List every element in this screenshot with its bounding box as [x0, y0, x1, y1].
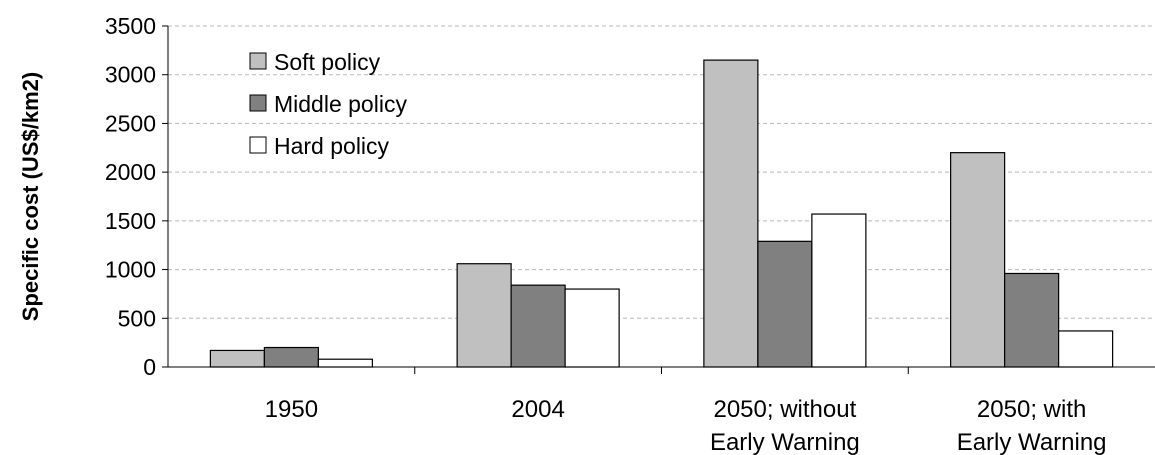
- x-category-label-line: 2050; without: [713, 396, 856, 423]
- x-category-label-line: Early Warning: [710, 429, 860, 455]
- bar-middle-policy: [1005, 273, 1059, 367]
- legend-swatch: [250, 53, 266, 69]
- x-category-label: 2050; without Early Warning: [710, 396, 860, 455]
- y-tick-label: 1500: [105, 208, 156, 234]
- x-category-labels: 1950 2004 2050; without Early Warning2050; …: [265, 396, 1107, 455]
- y-tick-label: 2000: [105, 159, 156, 185]
- y-tick-label: 3000: [105, 62, 156, 88]
- legend-label: Middle policy: [274, 91, 407, 117]
- y-tick-label: 2500: [105, 110, 156, 136]
- bar-hard-policy: [812, 214, 866, 367]
- legend-item: Middle policy: [250, 91, 407, 117]
- bar-hard-policy: [318, 359, 372, 367]
- bar-soft-policy: [210, 350, 264, 367]
- bar-hard-policy: [565, 289, 619, 367]
- bar-soft-policy: [457, 264, 511, 367]
- legend-label: Soft policy: [274, 49, 381, 75]
- bar-soft-policy: [704, 60, 758, 367]
- bar-middle-policy: [264, 348, 318, 367]
- bar-hard-policy: [1059, 331, 1113, 367]
- bar-middle-policy: [511, 285, 565, 367]
- x-category-label: 1950: [265, 396, 318, 423]
- x-category-label: 2050; with Early Warning: [957, 396, 1107, 455]
- x-category-label-line: 2004: [511, 396, 564, 423]
- x-category-label-line: 2050; with: [977, 396, 1086, 423]
- x-category-label: 2004: [511, 396, 564, 423]
- legend-swatch: [250, 95, 266, 111]
- legend: Soft policy Middle policy Hard policy: [250, 49, 407, 159]
- bar-middle-policy: [758, 241, 812, 367]
- legend-item: Hard policy: [250, 133, 390, 159]
- y-tick-label: 0: [143, 354, 156, 380]
- y-tick-label: 3500: [105, 13, 156, 39]
- y-axis-title: Specific cost (US$/km2): [18, 72, 43, 321]
- bar-soft-policy: [951, 153, 1005, 367]
- legend-item: Soft policy: [250, 49, 381, 75]
- y-tick-labels: 0 500 1000 1500 2000 2500 3000 3500: [105, 13, 156, 380]
- legend-swatch: [250, 137, 266, 153]
- legend-label: Hard policy: [274, 133, 390, 159]
- y-tick-label: 500: [118, 305, 156, 331]
- x-category-label-line: Early Warning: [957, 429, 1107, 455]
- x-category-label-line: 1950: [265, 396, 318, 423]
- y-tick-label: 1000: [105, 257, 156, 283]
